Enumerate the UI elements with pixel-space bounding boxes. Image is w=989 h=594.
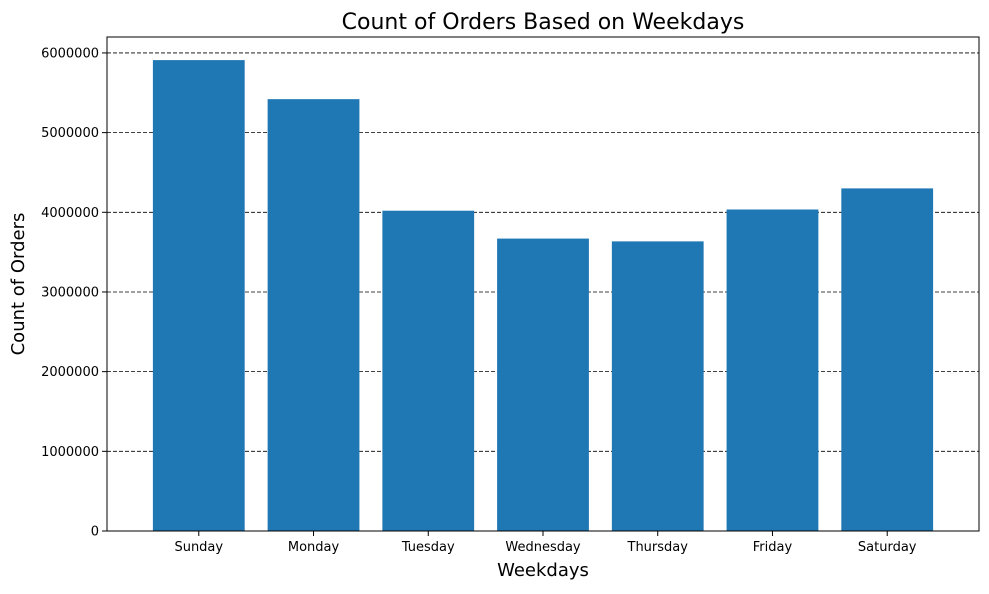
x-tick-label: Tuesday — [401, 540, 455, 555]
x-tick-label: Monday — [288, 540, 340, 555]
x-tick-label: Friday — [753, 540, 793, 555]
bar-thursday — [611, 241, 704, 532]
bar-monday — [267, 99, 360, 532]
bar-friday — [726, 209, 819, 531]
y-tick-label: 2000000 — [41, 365, 99, 380]
x-axis-title: Weekdays — [497, 560, 589, 581]
x-axis-ticks: Sunday Monday Tuesday Wednesday Thursday Frid… — [174, 531, 917, 555]
y-tick-label: 1000000 — [41, 445, 99, 460]
x-tick-label: Saturday — [858, 540, 917, 555]
y-axis-title: Count of Orders — [8, 213, 29, 356]
y-tick-label: 0 — [91, 525, 99, 540]
bar-tuesday — [382, 210, 475, 531]
x-tick-label: Sunday — [174, 540, 223, 555]
y-axis-ticks: 0 1000000 2000000 3000000 4000000 5000000 6000… — [41, 46, 107, 540]
y-tick-label: 3000000 — [41, 285, 99, 300]
y-tick-label: 6000000 — [41, 46, 99, 61]
chart-title: Count of Orders Based on Weekdays — [342, 10, 745, 35]
x-tick-label: Thursday — [627, 540, 689, 555]
bar-wednesday — [497, 238, 589, 532]
bar-sunday — [152, 60, 245, 532]
y-tick-label: 4000000 — [41, 206, 99, 221]
bars — [152, 60, 934, 532]
x-tick-label: Wednesday — [505, 540, 581, 555]
y-tick-label: 5000000 — [41, 126, 99, 141]
bar-saturday — [841, 188, 934, 532]
